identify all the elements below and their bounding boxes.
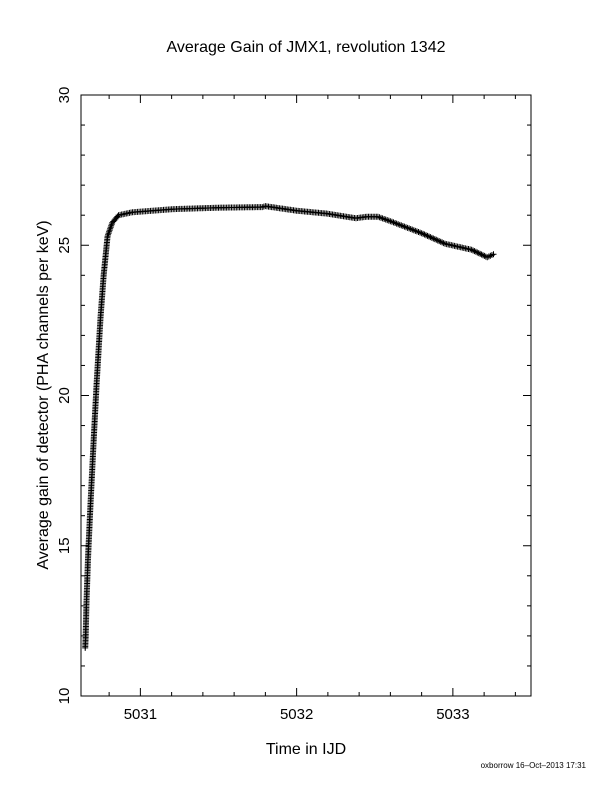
x-axis-label: Time in IJD xyxy=(266,741,346,758)
data-point xyxy=(490,251,497,258)
axis-tick-labels: 5031 5032 5033 10 15 20 25 30 xyxy=(56,87,470,723)
data-point xyxy=(421,231,428,238)
data-point xyxy=(468,246,475,253)
data-point xyxy=(420,230,427,237)
data-point xyxy=(437,238,444,245)
data-point xyxy=(436,238,443,245)
data-point xyxy=(418,230,425,237)
y-tick-label: 25 xyxy=(56,237,73,254)
data-point xyxy=(474,249,481,256)
y-tick-label: 10 xyxy=(56,688,73,705)
data-point xyxy=(434,237,441,244)
x-tick-label: 5033 xyxy=(436,706,469,723)
data-point xyxy=(423,232,430,239)
x-tick-label: 5032 xyxy=(280,706,313,723)
chart-title: Average Gain of JMX1, revolution 1342 xyxy=(167,39,446,56)
data-points xyxy=(82,203,497,651)
data-point xyxy=(427,234,434,241)
y-tick-label: 30 xyxy=(56,87,73,104)
data-point xyxy=(471,248,478,255)
data-point xyxy=(433,236,440,243)
data-point xyxy=(477,250,484,257)
data-point xyxy=(430,235,437,242)
data-point xyxy=(481,252,488,259)
data-point xyxy=(431,236,438,243)
data-point xyxy=(428,234,435,241)
footer-credit: oxborrow 16–Oct–2013 17:31 xyxy=(481,761,587,770)
x-tick-label: 5031 xyxy=(124,706,157,723)
data-point xyxy=(440,240,447,247)
y-tick-label: 20 xyxy=(56,387,73,404)
data-point xyxy=(439,239,446,246)
data-point xyxy=(478,251,485,258)
data-point xyxy=(475,250,482,257)
data-point xyxy=(424,232,431,239)
y-tick-label: 15 xyxy=(56,537,73,554)
data-point xyxy=(425,233,432,240)
data-point xyxy=(470,247,477,254)
data-point xyxy=(479,252,486,259)
axis-ticks xyxy=(81,94,531,697)
data-point xyxy=(472,248,479,255)
y-axis-label: Average gain of detector (PHA channels p… xyxy=(35,220,52,569)
